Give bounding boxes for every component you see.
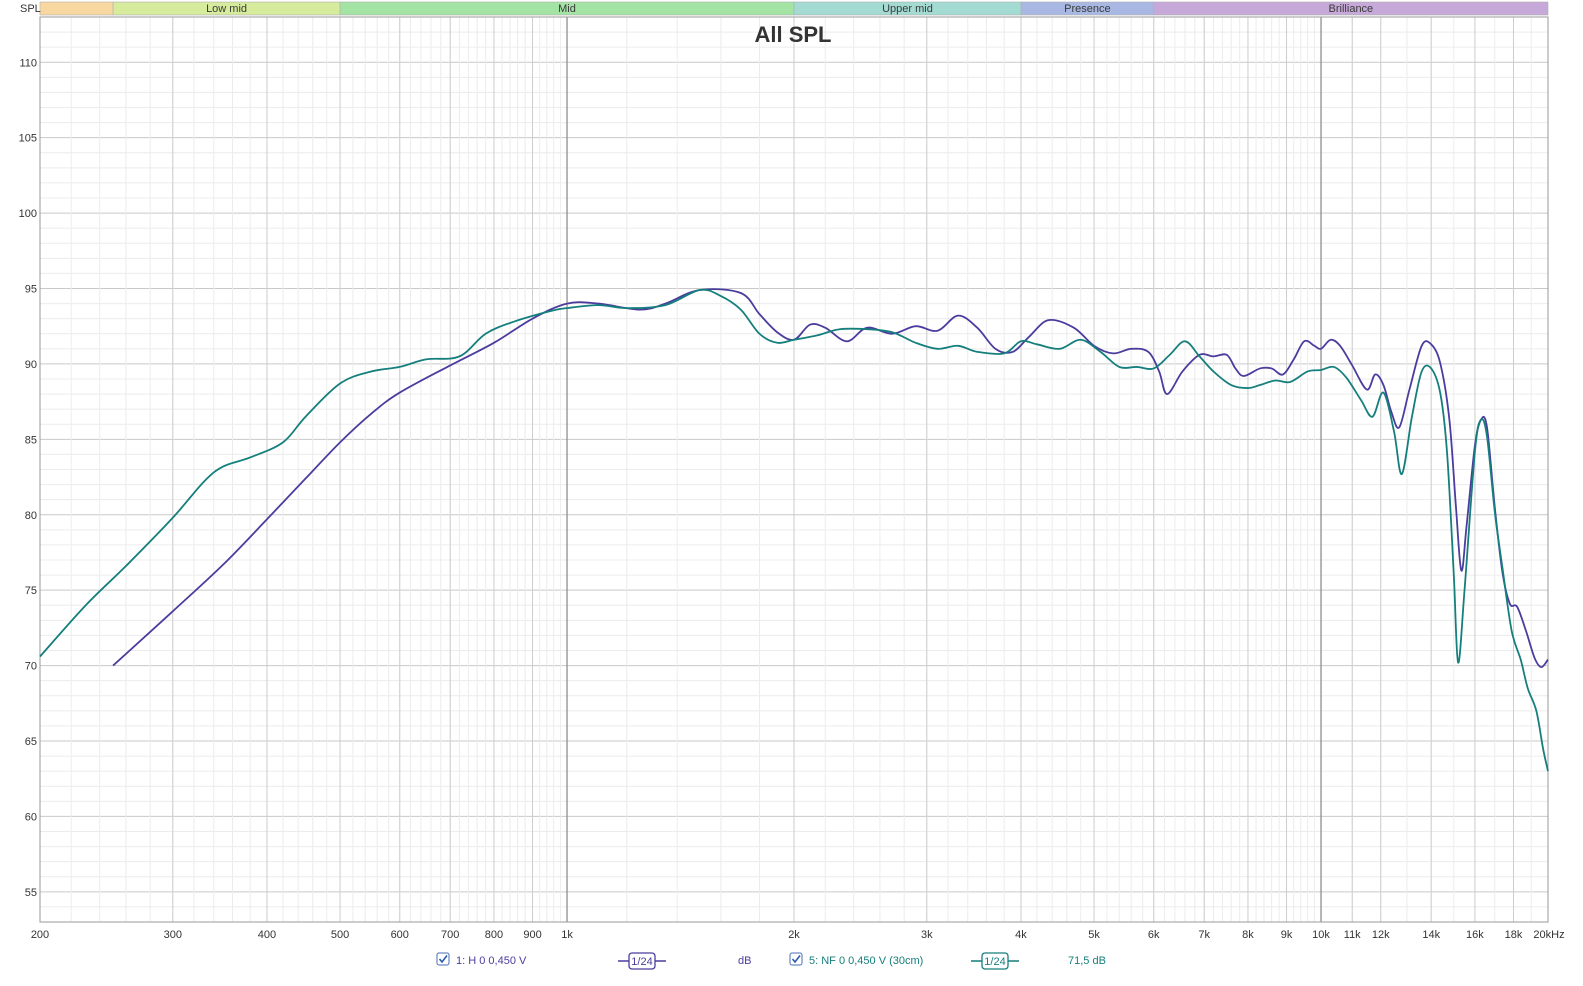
legend-label-1: 1: H 0 0,450 V: [456, 955, 527, 967]
legend-item-5[interactable]: 5: NF 0 0,450 V (30cm) 1/24 71,5 dB: [789, 952, 1106, 970]
legend-unit-1: dB: [738, 955, 751, 967]
x-tick-label: 14k: [1422, 929, 1440, 941]
y-axis-ticks: 55 60 65 70 75 80 85 90 95 100 105 110: [19, 57, 37, 899]
plot-frame: [39, 16, 1549, 923]
y-tick-label: 55: [25, 887, 37, 899]
legend-label-5: 5: NF 0 0,450 V (30cm): [809, 955, 923, 967]
x-tick-label: 11k: [1344, 929, 1361, 941]
band-label-4: Presence: [1064, 3, 1110, 15]
y-tick-label: 85: [25, 434, 37, 446]
band-label-1: Low mid: [206, 3, 247, 15]
legend-checkbox-1[interactable]: [436, 952, 450, 966]
x-tick-label: 8k: [1242, 929, 1254, 941]
frequency-bands: Low mid Mid Upper mid Presence Brilliance: [39, 1, 1549, 16]
x-tick-label: 6k: [1148, 929, 1160, 941]
legend-smoothing-label-5: 1/24: [984, 956, 1005, 968]
x-tick-label: 400: [258, 929, 276, 941]
x-tick-label: 200: [31, 929, 49, 941]
legend-smoothing-label-1: 1/24: [631, 956, 652, 968]
x-tick-label: 300: [164, 929, 182, 941]
x-tick-label: 18k: [1505, 929, 1523, 941]
x-tick-label: 9k: [1281, 929, 1293, 941]
y-tick-label: 65: [25, 736, 37, 748]
checkmark-icon: [791, 955, 801, 964]
band-label-5: Brilliance: [1329, 3, 1374, 15]
x-tick-label: 1k: [561, 929, 573, 941]
legend-checkbox-5[interactable]: [789, 952, 803, 966]
x-tick-label: 4k: [1015, 929, 1027, 941]
y-tick-label: 80: [25, 510, 37, 522]
legend-smoothing-5[interactable]: 1/24: [971, 952, 1019, 970]
x-tick-label: 800: [485, 929, 503, 941]
legend-value-5: 71,5 dB: [1068, 955, 1106, 967]
x-tick-label: 700: [441, 929, 459, 941]
y-tick-label: 75: [25, 585, 37, 597]
legend: 1: H 0 0,450 V 1/24 dB 5: NF 0 0,450 V (…: [436, 952, 1106, 970]
band-label-3: Upper mid: [882, 3, 933, 15]
y-tick-label: 70: [25, 661, 37, 673]
x-tick-label: 3k: [921, 929, 933, 941]
x-tick-label: 7k: [1198, 929, 1210, 941]
band-5: [1153, 1, 1549, 16]
checkmark-icon: [438, 955, 448, 964]
x-axis-ticks: 200 300 400 500 600 700 800 900 1k 2k 3k 4k 5k 6k 7k 8k…: [31, 929, 1565, 941]
series-line-2: [39, 288, 1549, 772]
y-tick-label: 110: [19, 57, 37, 69]
y-tick-label: 105: [19, 133, 37, 145]
x-tick-label: 16k: [1466, 929, 1484, 941]
x-tick-label: 500: [331, 929, 349, 941]
y-axis-unit-label: SPL: [20, 3, 41, 15]
band-0: [39, 1, 114, 16]
x-tick-label: 2k: [788, 929, 800, 941]
x-tick-label: 600: [391, 929, 409, 941]
x-tick-label: 20kHz: [1533, 929, 1564, 941]
series-line-1: [112, 288, 1549, 668]
y-tick-label: 95: [25, 284, 37, 296]
x-tick-label: 5k: [1088, 929, 1100, 941]
band-label-2: Mid: [558, 3, 576, 15]
x-tick-label: 10k: [1312, 929, 1330, 941]
legend-item-1[interactable]: 1: H 0 0,450 V 1/24 dB: [436, 952, 751, 970]
legend-smoothing-1[interactable]: 1/24: [618, 952, 666, 970]
series-lines: [39, 288, 1549, 772]
x-tick-label: 900: [523, 929, 541, 941]
grid: [39, 16, 1549, 922]
x-tick-label: 12k: [1372, 929, 1390, 941]
chart-title: All SPL: [754, 22, 831, 47]
y-tick-label: 90: [25, 359, 37, 371]
y-tick-label: 60: [25, 811, 37, 823]
y-tick-label: 100: [19, 208, 37, 220]
